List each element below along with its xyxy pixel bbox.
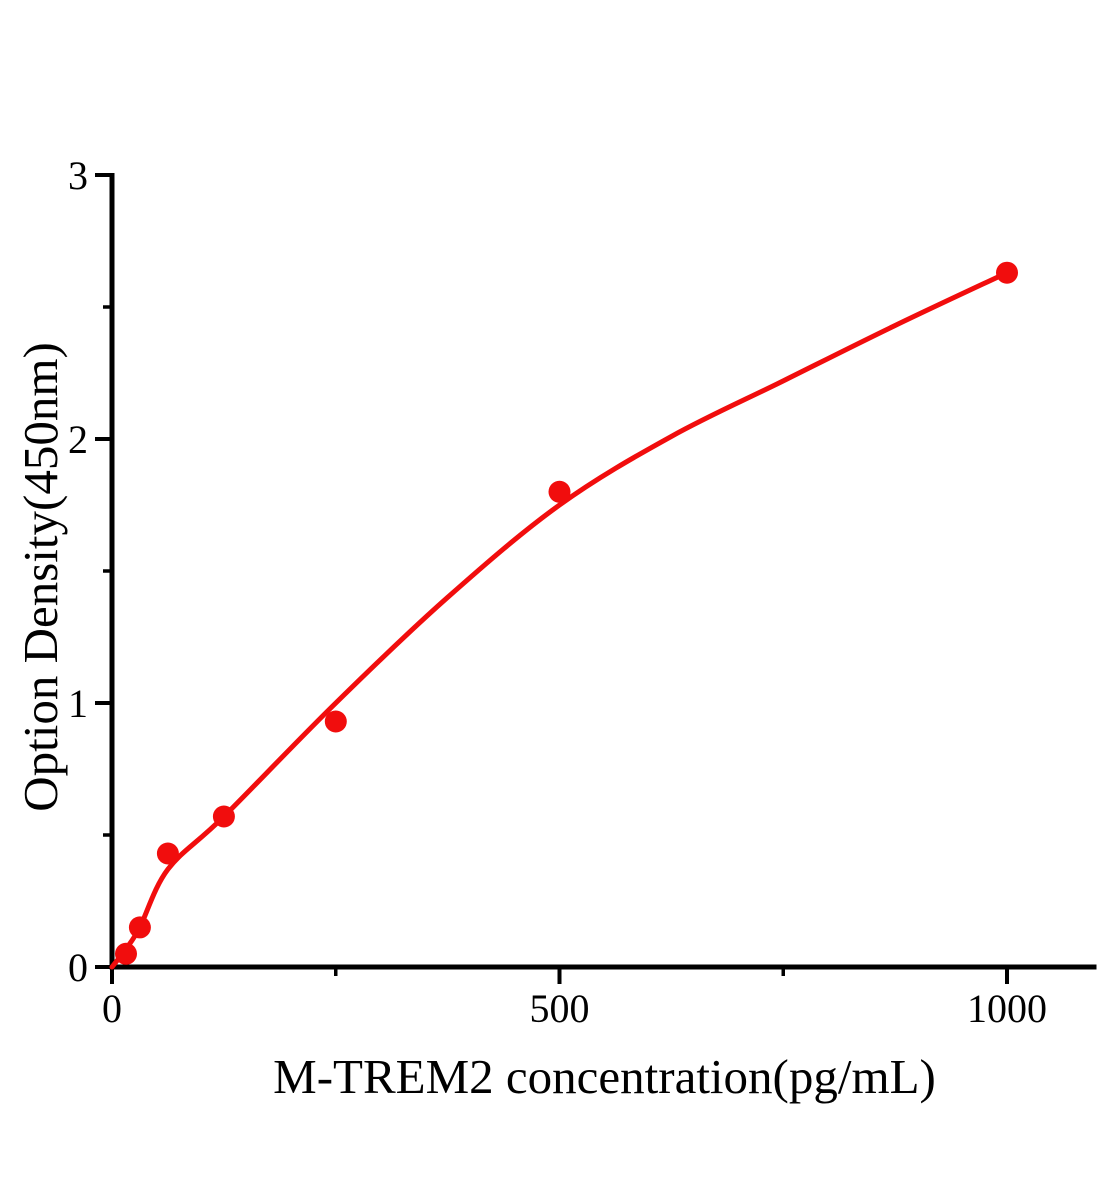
y-tick-label: 0 xyxy=(68,945,88,990)
y-tick-label: 3 xyxy=(68,153,88,198)
data-point xyxy=(996,261,1018,284)
data-point xyxy=(128,916,151,939)
x-tick-label: 1000 xyxy=(967,986,1047,1031)
data-point xyxy=(548,480,571,503)
data-point xyxy=(156,842,179,865)
standard-curve-line xyxy=(109,270,1010,970)
y-tick-label: 2 xyxy=(68,417,88,462)
data-point xyxy=(324,710,347,733)
axis-lines xyxy=(109,173,1097,970)
y-tick-label: 1 xyxy=(68,681,88,726)
x-tick-label: 500 xyxy=(530,986,590,1031)
y-axis-title: Option Density(450nm) xyxy=(13,342,68,812)
data-point xyxy=(212,805,235,828)
x-tick-label: 0 xyxy=(102,986,122,1031)
data-point xyxy=(115,942,137,965)
x-axis-title: M-TREM2 concentration(pg/mL) xyxy=(273,1049,936,1104)
